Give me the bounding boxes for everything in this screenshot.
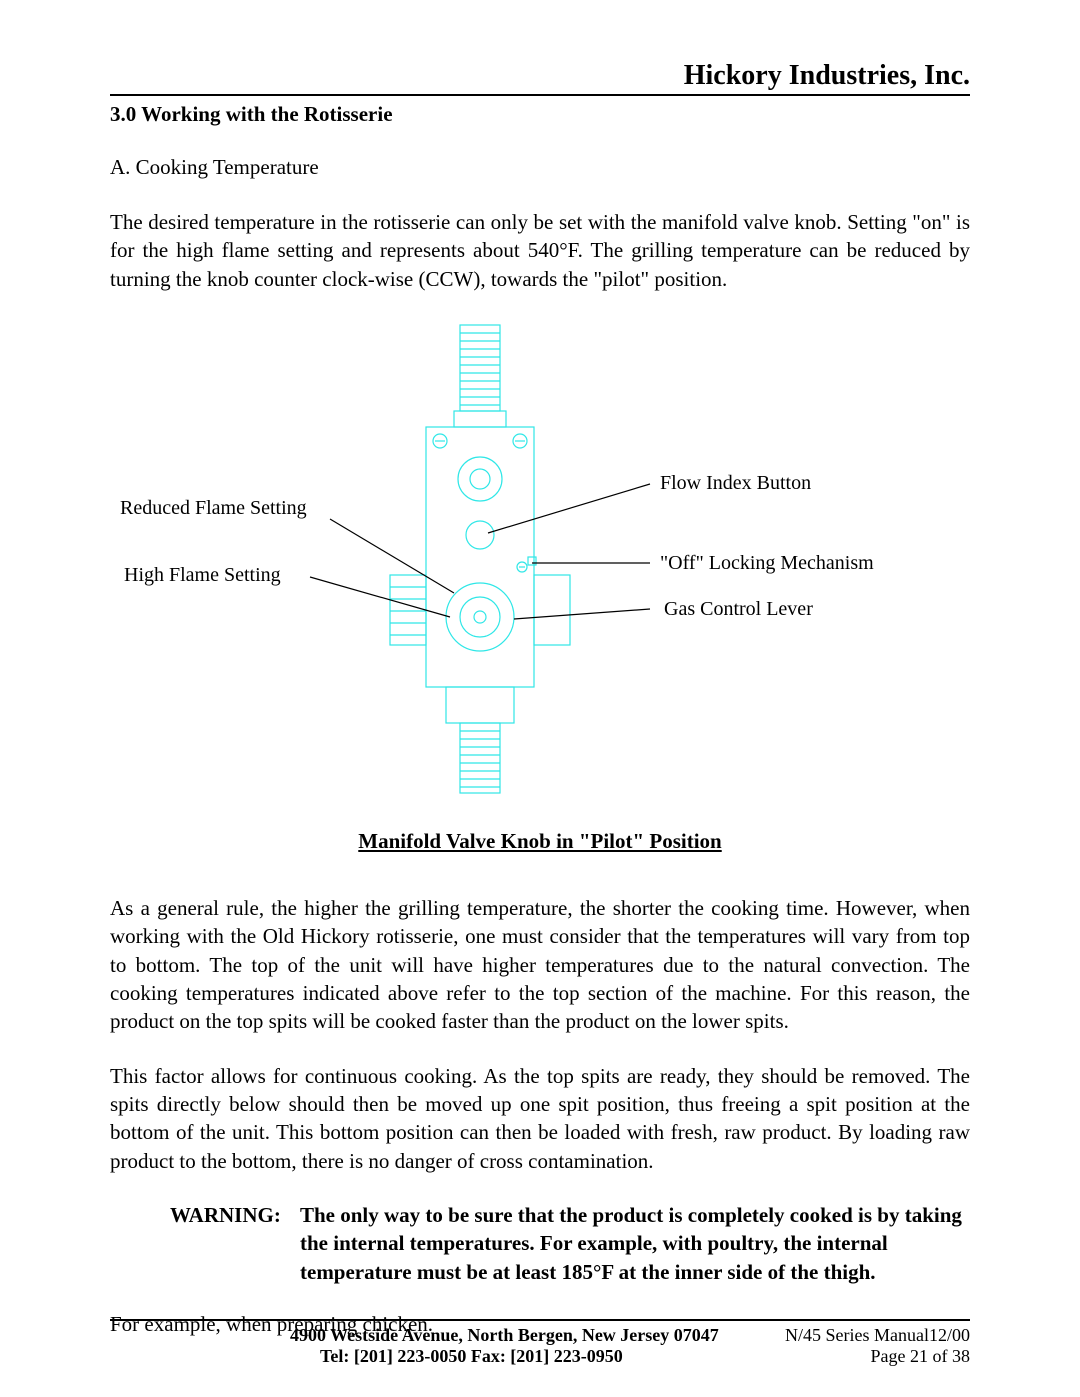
page-header: Hickory Industries, Inc.	[110, 60, 970, 96]
label-flow-index: Flow Index Button	[660, 472, 811, 494]
company-name: Hickory Industries, Inc.	[684, 60, 970, 91]
page-footer: 4900 Westside Avenue, North Bergen, New …	[110, 1319, 970, 1367]
section-heading: 3.0 Working with the Rotisserie	[110, 102, 970, 127]
warning-text: The only way to be sure that the product…	[300, 1201, 970, 1286]
footer-manual: N/45 Series Manual12/00	[785, 1325, 970, 1346]
warning-label: WARNING:	[170, 1201, 300, 1286]
label-high-flame: High Flame Setting	[124, 564, 281, 586]
valve-diagram: Reduced Flame Setting High Flame Setting…	[110, 319, 970, 819]
paragraph-1: The desired temperature in the rotisseri…	[110, 208, 970, 293]
footer-page: Page 21 of 38	[871, 1346, 970, 1367]
paragraph-2: As a general rule, the higher the grilli…	[110, 894, 970, 1036]
label-reduced-flame: Reduced Flame Setting	[120, 497, 307, 519]
footer-address: 4900 Westside Avenue, North Bergen, New …	[290, 1325, 719, 1346]
valve-drawing	[390, 325, 570, 793]
warning-block: WARNING: The only way to be sure that th…	[170, 1201, 970, 1286]
label-off-lock: "Off" Locking Mechanism	[660, 552, 874, 574]
paragraph-3: This factor allows for continuous cookin…	[110, 1062, 970, 1175]
callout-lines	[310, 484, 650, 619]
diagram-caption: Manifold Valve Knob in "Pilot" Position	[110, 829, 970, 854]
footer-telfax: Tel: [201] 223-0050 Fax: [201] 223-0950	[320, 1346, 623, 1367]
subheading: A. Cooking Temperature	[110, 155, 970, 180]
label-gas-lever: Gas Control Lever	[664, 598, 813, 620]
